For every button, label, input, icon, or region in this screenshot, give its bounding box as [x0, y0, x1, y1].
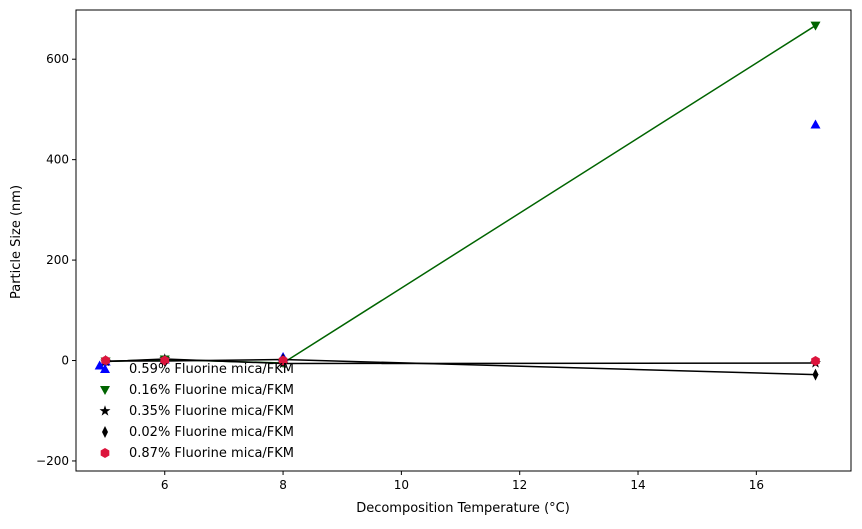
y-tick-label: 200: [46, 253, 69, 267]
legend-marker-1: [100, 386, 110, 395]
plot-frame: [75, 9, 852, 472]
data-point-1-3: [810, 21, 821, 31]
data-point-4-0: [101, 355, 110, 366]
data-point-0-4: [810, 119, 821, 129]
legend-label-3: 0.02% Fluorine mica/FKM: [129, 425, 294, 440]
legend-marker-3: [102, 426, 108, 438]
legend-label-2: 0.35% Fluorine mica/FKM: [129, 404, 294, 419]
data-point-3-3: [812, 368, 819, 381]
x-tick-label: 12: [512, 478, 527, 492]
x-tick-label: 16: [749, 478, 764, 492]
y-tick-label: 400: [46, 153, 69, 167]
series-line-3: [105, 358, 816, 376]
x-tick-label: 14: [630, 478, 645, 492]
data-point-0-0: [94, 360, 105, 370]
y-axis-label: Particle Size (nm): [9, 185, 24, 299]
y-tick-label: 600: [46, 52, 69, 66]
data-point-4-2: [278, 355, 288, 366]
series-lines: [105, 24, 816, 376]
x-tick-label: 10: [394, 478, 409, 492]
y-tick-label: 0: [61, 354, 69, 368]
x-tick-label: 8: [279, 478, 287, 492]
series-markers: [94, 21, 821, 381]
data-point-4-3: [811, 356, 820, 367]
y-axis-ticks: −200 0 200 400 600: [36, 52, 76, 468]
legend-label-0: 0.59% Fluorine mica/FKM: [129, 362, 294, 377]
legend-marker-4: [100, 448, 110, 458]
data-point-4-1: [160, 355, 170, 366]
y-tick-label: −200: [36, 454, 69, 468]
x-axis-label: Decomposition Temperature (°C): [356, 501, 570, 516]
legend-marker-2: [99, 405, 111, 416]
legend: 0.59% Fluorine mica/FKM 0.16% Fluorine mi…: [99, 362, 294, 461]
x-axis-ticks: 6 8 10 12 14 16: [161, 471, 764, 492]
legend-label-4: 0.87% Fluorine mica/FKM: [129, 446, 294, 461]
x-tick-label: 6: [161, 478, 169, 492]
legend-label-1: 0.16% Fluorine mica/FKM: [129, 383, 294, 398]
legend-marker-0: [100, 364, 110, 373]
